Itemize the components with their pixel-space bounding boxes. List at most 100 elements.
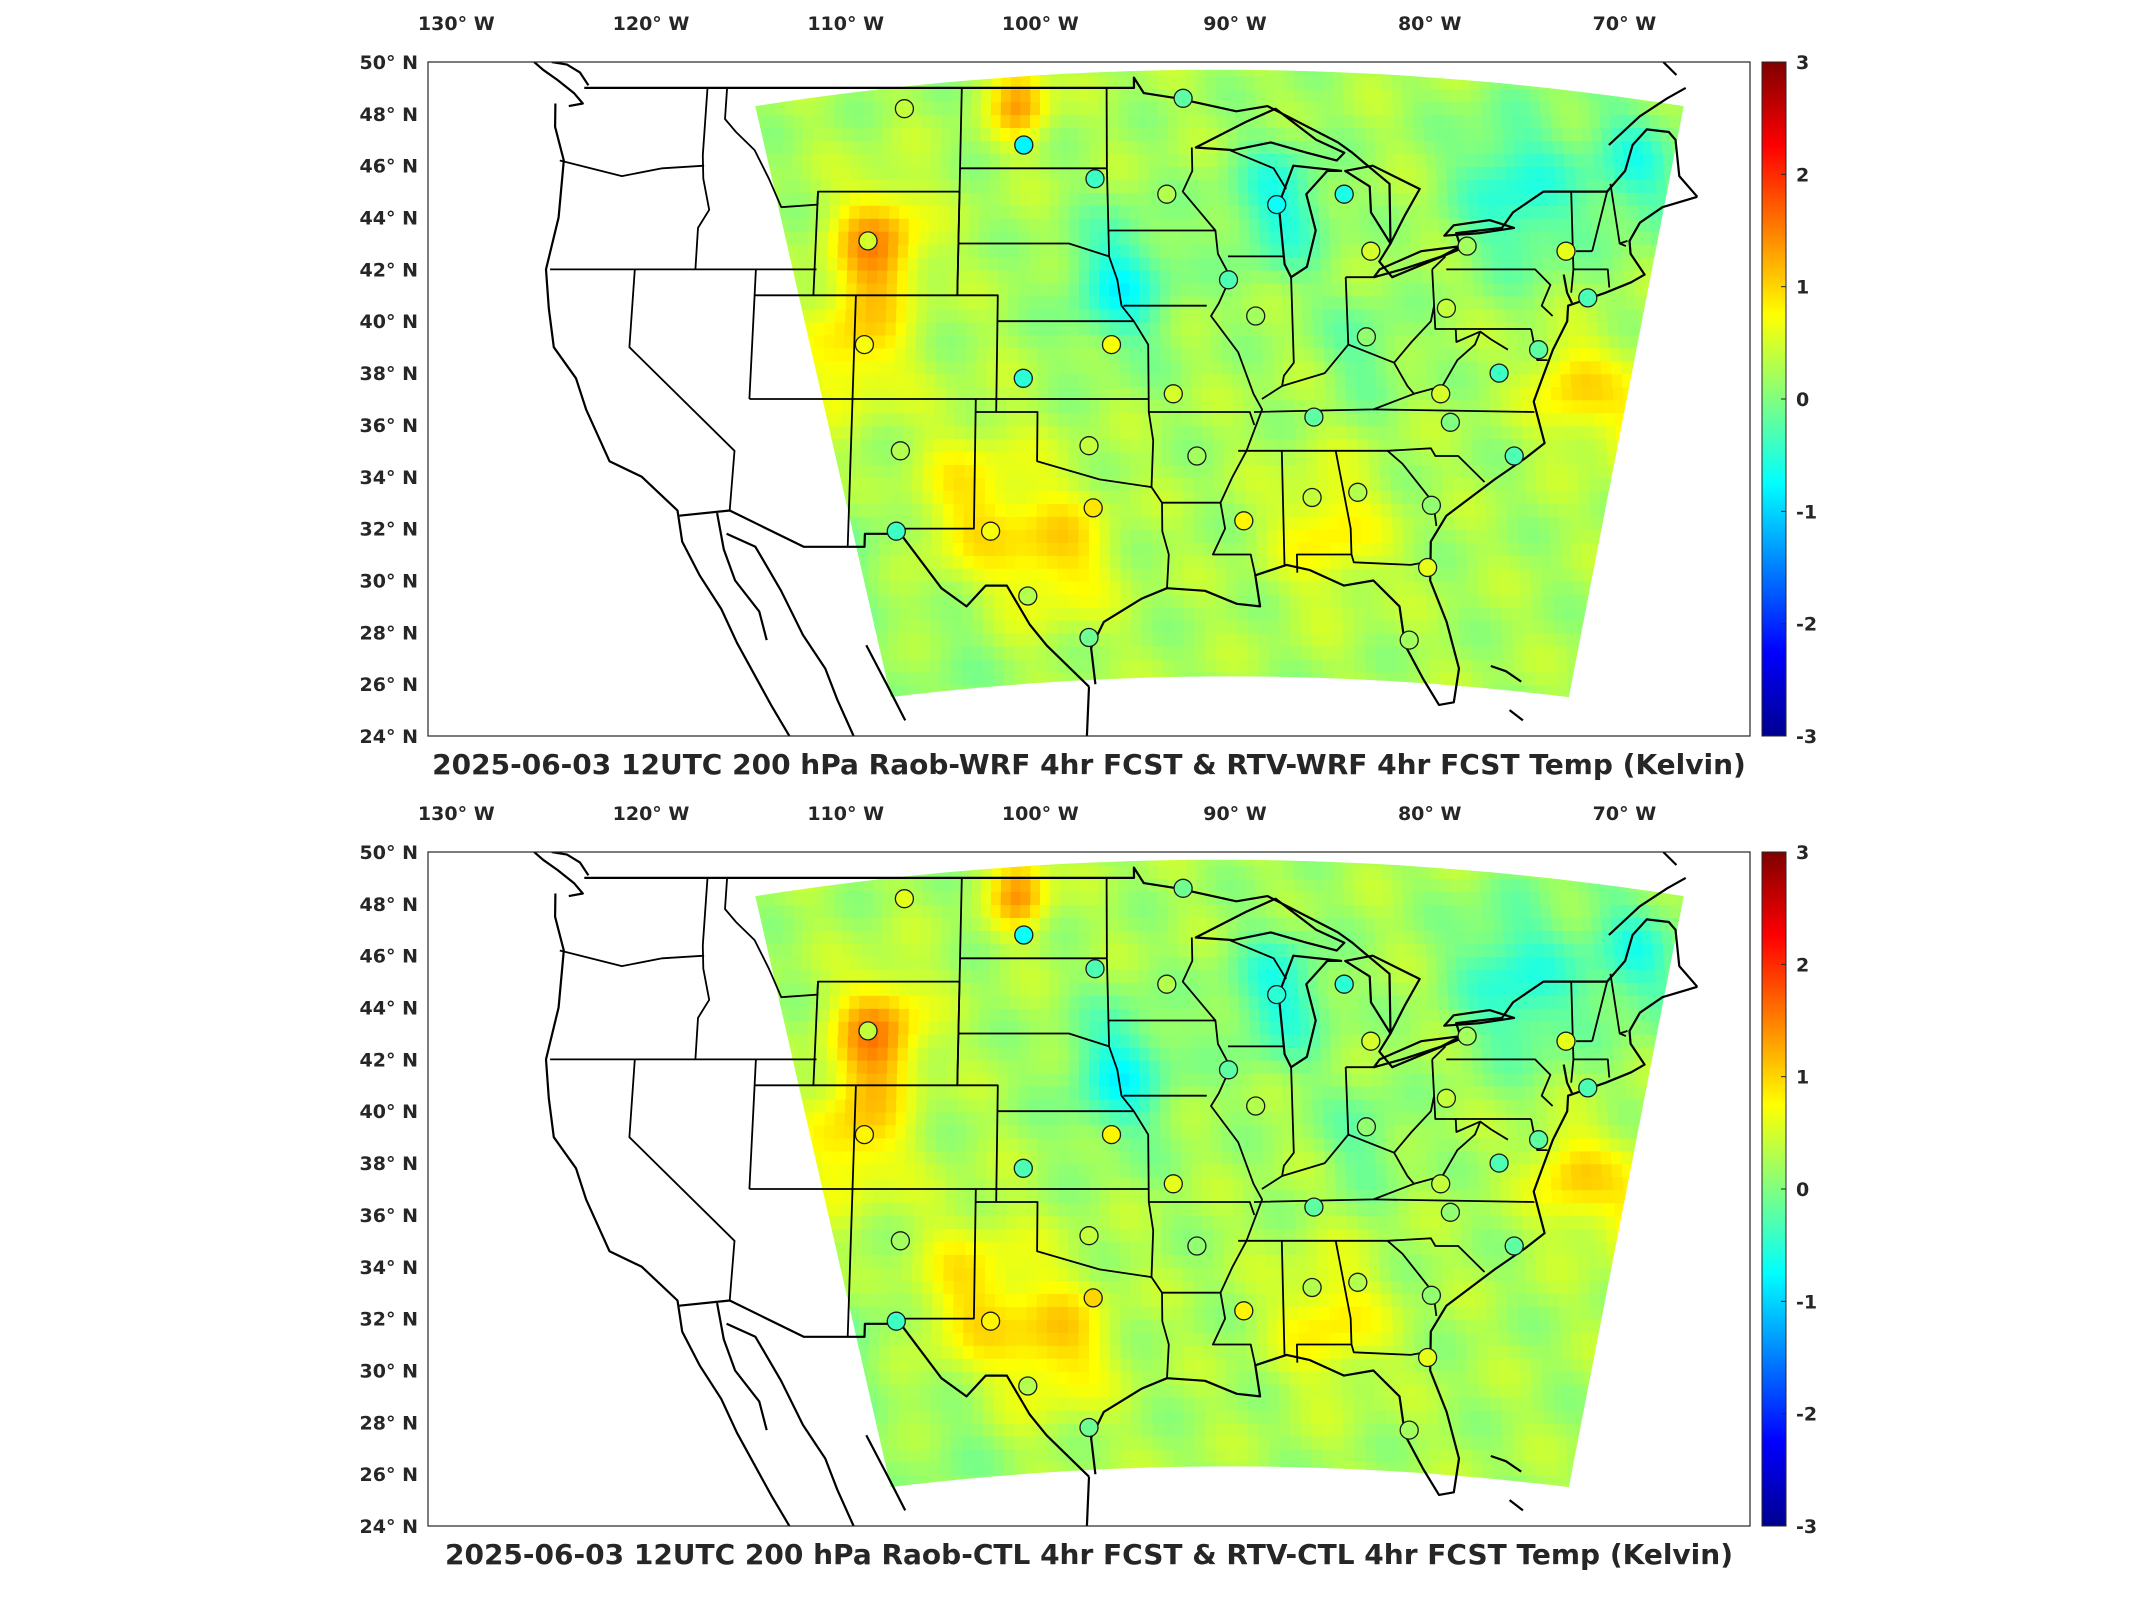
- station-marker: [1504, 1236, 1524, 1256]
- station-marker: [980, 521, 1001, 541]
- lat-tick-label: 30° N: [360, 571, 418, 593]
- lat-tick-label: 34° N: [360, 467, 418, 489]
- lat-tick-label: 40° N: [360, 311, 418, 333]
- station-marker: [980, 1311, 1001, 1331]
- station-marker: [854, 1124, 875, 1145]
- station-marker: [1234, 511, 1254, 531]
- station-marker: [1421, 495, 1442, 515]
- station-marker: [1267, 194, 1287, 215]
- station-marker: [1101, 334, 1122, 355]
- station-marker: [1083, 1288, 1103, 1308]
- station-marker: [1417, 1347, 1438, 1368]
- panel-title: 2025-06-03 12UTC 200 hPa Raob-CTL 4hr FC…: [445, 1538, 1733, 1571]
- station-marker: [1013, 368, 1033, 388]
- colorbar-tick-label: 3: [1796, 52, 1809, 74]
- lat-tick-label: 26° N: [360, 674, 418, 696]
- map-frame: [427, 851, 1751, 1527]
- lat-tick-label: 48° N: [360, 104, 418, 126]
- lon-tick-label: 70° W: [1593, 803, 1657, 825]
- lat-tick-label: 28° N: [360, 1412, 418, 1434]
- station-marker: [1457, 1026, 1477, 1046]
- station-marker: [1085, 959, 1105, 979]
- station-marker: [1018, 1376, 1038, 1396]
- station-marker: [1334, 974, 1354, 994]
- station-marker: [1157, 974, 1177, 994]
- station-marker: [1436, 298, 1457, 318]
- station-marker: [1440, 412, 1461, 432]
- station-marker: [1440, 1202, 1461, 1222]
- lat-tick-label: 50° N: [360, 52, 418, 74]
- station-marker: [1173, 88, 1193, 108]
- station-marker: [1234, 1301, 1254, 1321]
- station-marker: [1489, 1153, 1509, 1173]
- lat-tick-label: 38° N: [360, 1153, 418, 1175]
- station-marker: [886, 1311, 906, 1331]
- lon-tick-label: 70° W: [1593, 13, 1657, 35]
- lon-tick-label: 130° W: [418, 803, 495, 825]
- station-marker: [1101, 1124, 1122, 1145]
- station-marker: [1528, 340, 1549, 360]
- station-marker: [858, 231, 878, 251]
- colorbar-tick-label: -1: [1796, 501, 1817, 523]
- station-marker: [1304, 407, 1324, 427]
- station-marker: [1163, 384, 1183, 404]
- lat-tick-label: 42° N: [360, 259, 418, 281]
- colorbar-tick-label: -3: [1796, 726, 1817, 748]
- lat-tick-label: 24° N: [360, 1516, 418, 1538]
- colorbar-tick-label: 1: [1796, 1067, 1809, 1089]
- lon-tick-label: 110° W: [807, 13, 884, 35]
- station-marker: [1079, 1417, 1099, 1438]
- colorbar-tick-label: 0: [1796, 1179, 1809, 1201]
- station-marker: [1399, 630, 1419, 650]
- lat-tick-label: 46° N: [360, 156, 418, 178]
- lat-tick-label: 26° N: [360, 1464, 418, 1486]
- colorbar-tick-label: 1: [1796, 277, 1809, 299]
- station-marker: [1421, 1285, 1442, 1305]
- station-marker: [890, 441, 911, 461]
- station-marker: [1187, 1236, 1207, 1256]
- station-marker: [1302, 1277, 1322, 1298]
- station-marker: [1528, 1130, 1549, 1150]
- station-marker: [1431, 384, 1451, 404]
- lat-tick-label: 24° N: [360, 726, 418, 748]
- lon-tick-label: 80° W: [1398, 803, 1462, 825]
- lat-tick-label: 38° N: [360, 363, 418, 385]
- lon-tick-label: 90° W: [1203, 13, 1267, 35]
- station-marker: [1246, 306, 1266, 326]
- lat-tick-label: 36° N: [360, 415, 418, 437]
- lat-tick-label: 28° N: [360, 622, 418, 644]
- station-marker: [894, 889, 915, 909]
- station-marker: [1079, 627, 1099, 648]
- lon-tick-label: 100° W: [1002, 803, 1079, 825]
- map-figure-bottom: 130° W 120° W 110° W 100° W 90° W 80° W 70° W 5…: [360, 803, 1818, 1571]
- lat-tick-label: 32° N: [360, 519, 418, 541]
- lat-tick-label: 30° N: [360, 1361, 418, 1383]
- colorbar-tick-label: 2: [1796, 954, 1809, 976]
- map-figure-top: 130° W 120° W 110° W 100° W 90° W 80° W 70° W 5…: [360, 13, 1818, 781]
- station-marker: [1578, 1078, 1598, 1098]
- lat-tick-label: 44° N: [360, 208, 418, 230]
- lon-tick-label: 110° W: [807, 803, 884, 825]
- panel-title: 2025-06-03 12UTC 200 hPa Raob-WRF 4hr FC…: [432, 748, 1746, 781]
- station-marker: [1356, 1117, 1377, 1137]
- station-marker: [1489, 363, 1509, 383]
- station-marker: [1431, 1174, 1451, 1194]
- station-marker: [1348, 1272, 1368, 1292]
- station-marker: [1187, 446, 1207, 466]
- colorbar-tick-label: 2: [1796, 164, 1809, 186]
- lat-tick-label: 42° N: [360, 1049, 418, 1071]
- station-marker: [1246, 1096, 1266, 1116]
- station-marker: [1556, 1031, 1576, 1051]
- station-marker: [1302, 487, 1322, 508]
- station-marker: [1356, 327, 1377, 347]
- station-marker: [1417, 557, 1438, 578]
- station-marker: [1348, 482, 1368, 502]
- lon-tick-label: 130° W: [418, 13, 495, 35]
- lat-tick-label: 50° N: [360, 842, 418, 864]
- station-marker: [1157, 184, 1177, 204]
- map-panel-bottom: 130° W 120° W 110° W 100° W 90° W 80° W 70° W 5…: [0, 790, 2133, 1580]
- raob-station-markers: [854, 88, 1598, 650]
- lat-tick-label: 40° N: [360, 1101, 418, 1123]
- station-marker: [1018, 586, 1038, 606]
- station-marker: [1399, 1420, 1419, 1440]
